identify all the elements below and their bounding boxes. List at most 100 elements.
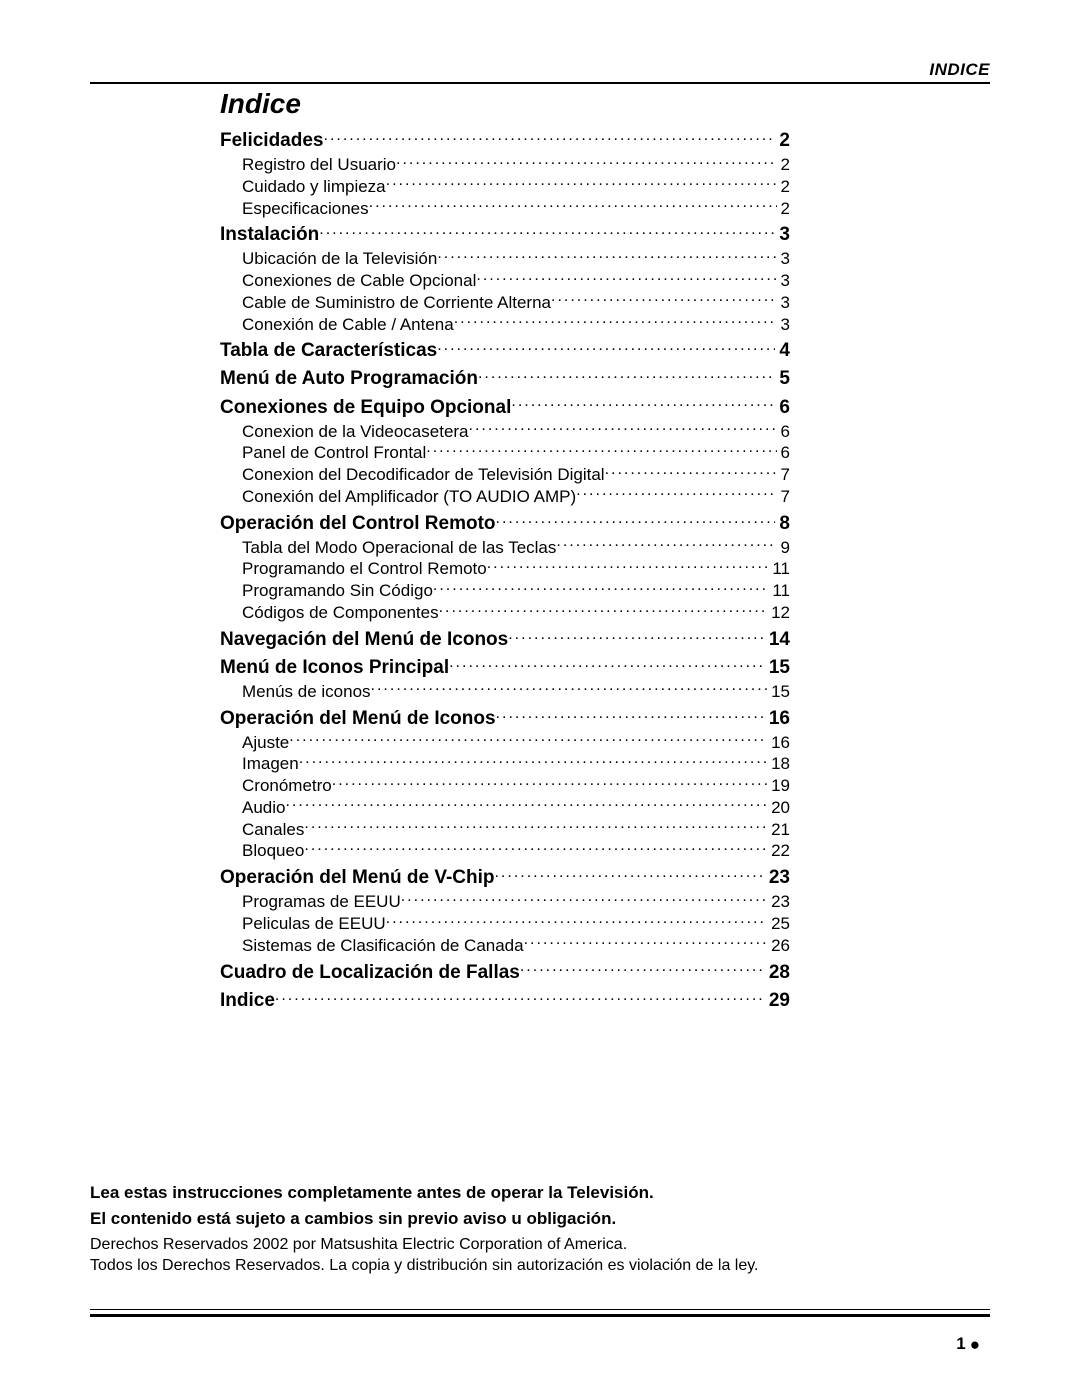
toc-leader-dots: [426, 442, 776, 458]
toc-entry-sub: Menús de iconos 15: [242, 681, 790, 703]
toc-page: 20: [767, 797, 790, 819]
toc-leader-dots: [508, 629, 765, 645]
toc-page: 4: [775, 338, 790, 363]
toc-leader-dots: [437, 340, 775, 356]
toc-label: Bloqueo: [242, 840, 304, 862]
toc-label: Conexion de la Videocasetera: [242, 421, 469, 443]
toc-label: Operación del Control Remoto: [220, 511, 496, 536]
bottom-rules: [90, 1309, 990, 1317]
toc-leader-dots: [439, 602, 768, 618]
toc-label: Cronómetro: [242, 775, 332, 797]
toc-entry-sub: Conexion de la Videocasetera 6: [242, 421, 790, 443]
toc-label: Operación del Menú de V-Chip: [220, 865, 494, 890]
toc-page: 29: [765, 988, 790, 1013]
toc-entry-sub: Ajuste16: [242, 732, 790, 754]
toc-leader-dots: [469, 421, 777, 437]
toc-label: Felicidades: [220, 128, 324, 153]
toc-page: 2: [777, 198, 790, 220]
page-number: 1●: [956, 1334, 980, 1355]
toc-leader-dots: [494, 867, 764, 883]
toc-leader-dots: [324, 130, 776, 146]
toc-entry-main: Operación del Menú de V-Chip 23: [220, 865, 790, 890]
toc-label: Conexiones de Cable Opcional: [242, 270, 476, 292]
toc-leader-dots: [396, 154, 777, 170]
toc-label: Canales: [242, 819, 304, 841]
toc-leader-dots: [437, 248, 776, 264]
toc-page: 14: [765, 627, 790, 652]
toc-entry-sub: Códigos de Componentes 12: [242, 602, 790, 624]
toc-leader-dots: [304, 819, 767, 835]
toc-page: 15: [767, 681, 790, 703]
table-of-contents: Felicidades2Registro del Usuario2Cuidado…: [220, 128, 790, 1013]
toc-entry-main: Cuadro de Localización de Fallas28: [220, 960, 790, 985]
toc-label: Programas de EEUU: [242, 891, 401, 913]
footer-bold-line: El contenido está sujeto a cambios sin p…: [90, 1208, 990, 1231]
toc-label: Tabla del Modo Operacional de las Teclas: [242, 537, 556, 559]
toc-label: Programando el Control Remoto: [242, 558, 487, 580]
toc-page: 26: [767, 935, 790, 957]
toc-label: Audio: [242, 797, 285, 819]
toc-label: Cuadro de Localización de Fallas: [220, 960, 520, 985]
toc-label: Sistemas de Clasificación de Canada: [242, 935, 524, 957]
toc-label: Programando Sin Código: [242, 580, 433, 602]
toc-page: 6: [777, 421, 790, 443]
page-number-bullet-icon: ●: [970, 1335, 980, 1354]
toc-label: Instalación: [220, 222, 319, 247]
toc-entry-sub: Conexión de Cable / Antena3: [242, 314, 790, 336]
toc-entry-sub: Cable de Suministro de Corriente Alterna…: [242, 292, 790, 314]
toc-label: Ubicación de la Televisión: [242, 248, 437, 270]
toc-entry-sub: Bloqueo 22: [242, 840, 790, 862]
toc-page: 7: [777, 464, 790, 486]
toc-page: 3: [777, 292, 790, 314]
toc-leader-dots: [319, 224, 775, 240]
toc-page: 2: [777, 176, 790, 198]
toc-leader-dots: [487, 558, 769, 574]
toc-leader-dots: [476, 270, 776, 286]
toc-entry-main: Operación del Menú de Iconos 16: [220, 706, 790, 731]
page: INDICE Indice Felicidades2Registro del U…: [0, 0, 1080, 1397]
toc-leader-dots: [304, 840, 767, 856]
toc-entry-main: Operación del Control Remoto 8: [220, 511, 790, 536]
toc-entry-main: Tabla de Características 4: [220, 338, 790, 363]
toc-page: 8: [775, 511, 790, 536]
toc-leader-dots: [433, 580, 768, 596]
toc-leader-dots: [386, 176, 777, 192]
toc-leader-dots: [285, 797, 767, 813]
bottom-rule-thick: [90, 1314, 990, 1317]
toc-label: Indice: [220, 988, 275, 1013]
toc-page: 15: [765, 655, 790, 680]
toc-page: 19: [767, 775, 790, 797]
toc-page: 6: [777, 442, 790, 464]
toc-page: 22: [767, 840, 790, 862]
toc-leader-dots: [576, 486, 776, 502]
toc-label: Tabla de Características: [220, 338, 437, 363]
toc-page: 3: [777, 248, 790, 270]
footer-plain-line: Todos los Derechos Reservados. La copia …: [90, 1256, 990, 1277]
toc-entry-main: Navegación del Menú de Iconos 14: [220, 627, 790, 652]
toc-leader-dots: [556, 537, 776, 553]
toc-entry-sub: Especificaciones 2: [242, 198, 790, 220]
toc-leader-dots: [520, 962, 765, 978]
toc-label: Códigos de Componentes: [242, 602, 439, 624]
toc-leader-dots: [524, 935, 767, 951]
footer-bold-block: Lea estas instrucciones completamente an…: [90, 1182, 990, 1232]
toc-label: Peliculas de EEUU: [242, 913, 386, 935]
toc-page: 11: [768, 580, 790, 602]
toc-leader-dots: [369, 198, 777, 214]
toc-page: 16: [765, 706, 790, 731]
toc-label: Ajuste: [242, 732, 289, 754]
toc-page: 23: [767, 891, 790, 913]
toc-entry-sub: Programando el Control Remoto11: [242, 558, 790, 580]
toc-label: Cable de Suministro de Corriente Alterna: [242, 292, 551, 314]
toc-leader-dots: [371, 681, 768, 697]
toc-leader-dots: [454, 314, 777, 330]
toc-leader-dots: [449, 657, 765, 673]
toc-label: Especificaciones: [242, 198, 369, 220]
toc-entry-sub: Conexion del Decodificador de Televisión…: [242, 464, 790, 486]
toc-page: 21: [767, 819, 790, 841]
toc-label: Menú de Auto Programación: [220, 366, 478, 391]
header-section-label: INDICE: [90, 60, 990, 82]
toc-label: Conexión del Amplificador (TO AUDIO AMP): [242, 486, 576, 508]
toc-page: 2: [775, 128, 790, 153]
header-rule: [90, 82, 990, 84]
